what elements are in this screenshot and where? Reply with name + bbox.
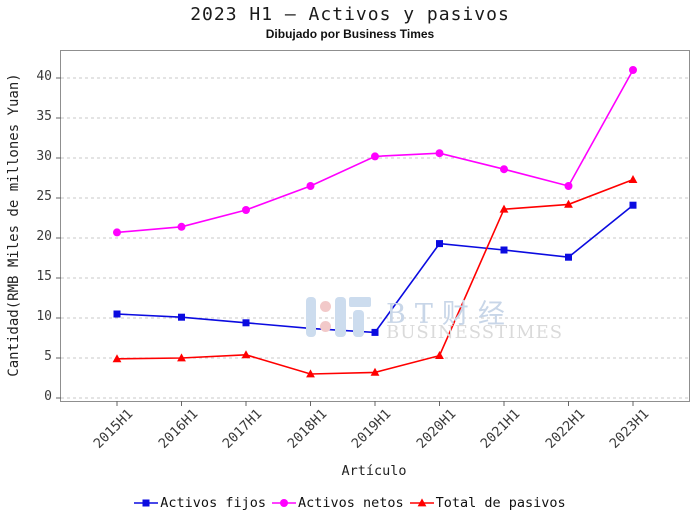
data-point-marker <box>499 204 509 213</box>
series-line <box>116 204 634 334</box>
data-point-marker <box>177 222 186 231</box>
series-line <box>116 178 634 375</box>
legend-item-total-de-pasivos: Total de pasivos <box>409 495 566 511</box>
x-axis-tick-label: 2022H1 <box>542 406 588 452</box>
data-point-marker <box>435 351 444 359</box>
legend-item-label: Activos netos <box>297 495 404 511</box>
circle-legend-marker-icon <box>271 499 296 507</box>
data-point-marker <box>500 165 508 174</box>
plot-canvas <box>56 66 689 406</box>
data-point-marker <box>371 152 379 161</box>
y-axis-tick-label: 10 <box>36 309 52 324</box>
x-axis-tick-label: 2016H1 <box>155 406 201 452</box>
x-axis-tick-label: 2018H1 <box>284 406 330 452</box>
data-point-marker <box>436 240 443 248</box>
data-point-marker <box>435 149 444 158</box>
y-axis-tick-label: 20 <box>36 229 52 244</box>
series-activos-netos <box>113 66 637 237</box>
legend: Activos fijos Activos netos Total de pasiv… <box>0 495 700 511</box>
triangle-legend-marker-icon <box>409 498 434 507</box>
data-point-marker <box>112 354 122 363</box>
data-point-marker <box>142 499 150 507</box>
data-point-marker <box>564 199 573 208</box>
legend-item-label: Total de pasivos <box>435 495 566 511</box>
data-point-marker <box>241 350 251 359</box>
x-axis-tick-label: 2023H1 <box>606 406 653 452</box>
y-axis-tick-label: 25 <box>36 189 52 204</box>
data-point-marker <box>629 66 637 74</box>
data-point-marker <box>371 328 379 336</box>
y-axis-tick-label: 35 <box>36 109 52 124</box>
series-line <box>116 69 634 234</box>
x-axis-tick-label: 2015H1 <box>90 406 137 452</box>
data-point-marker <box>242 319 250 327</box>
y-axis-tick-label: 15 <box>36 269 52 284</box>
x-axis-tick-label: 2021H1 <box>477 406 524 452</box>
data-point-marker <box>370 367 380 376</box>
series-activos-fijos <box>113 201 637 336</box>
data-point-marker <box>500 246 508 254</box>
data-point-marker <box>306 182 315 190</box>
plot-area: BT财经 BUSINESSTIMES <box>56 50 690 406</box>
legend-item-activos-fijos: Activos fijos <box>134 495 266 511</box>
data-point-marker <box>564 182 573 190</box>
legend-item-label: Activos fijos <box>160 495 266 511</box>
data-point-marker <box>113 310 121 318</box>
data-point-marker <box>306 369 315 378</box>
series-total-de-pasivos <box>112 175 638 378</box>
data-point-marker <box>629 201 637 209</box>
data-point-marker <box>242 206 250 214</box>
y-axis-tick-label: 40 <box>36 69 52 84</box>
legend-item-activos-netos: Activos netos <box>271 495 404 511</box>
data-point-marker <box>417 498 427 507</box>
x-axis-title: Artículo <box>341 463 407 479</box>
chart-title: 2023 H1 – Activos y pasivos <box>190 4 510 25</box>
data-point-marker <box>279 499 288 507</box>
y-axis-tick-label: 30 <box>36 149 52 164</box>
data-point-marker <box>628 175 638 183</box>
x-axis-tick-label: 2020H1 <box>413 406 459 452</box>
data-point-marker <box>565 253 572 261</box>
data-point-marker <box>307 324 314 332</box>
data-point-marker <box>113 228 121 237</box>
y-axis-tick-label: 5 <box>44 349 52 364</box>
square-legend-marker-icon <box>134 499 159 507</box>
chart-subtitle: Dibujado por Business Times <box>265 27 435 41</box>
data-point-marker <box>177 353 186 362</box>
x-axis-tick-label: 2017H1 <box>219 406 266 452</box>
x-axis-tick-label: 2019H1 <box>348 406 395 452</box>
y-axis-tick-label: 0 <box>44 389 52 404</box>
data-point-marker <box>178 313 185 321</box>
